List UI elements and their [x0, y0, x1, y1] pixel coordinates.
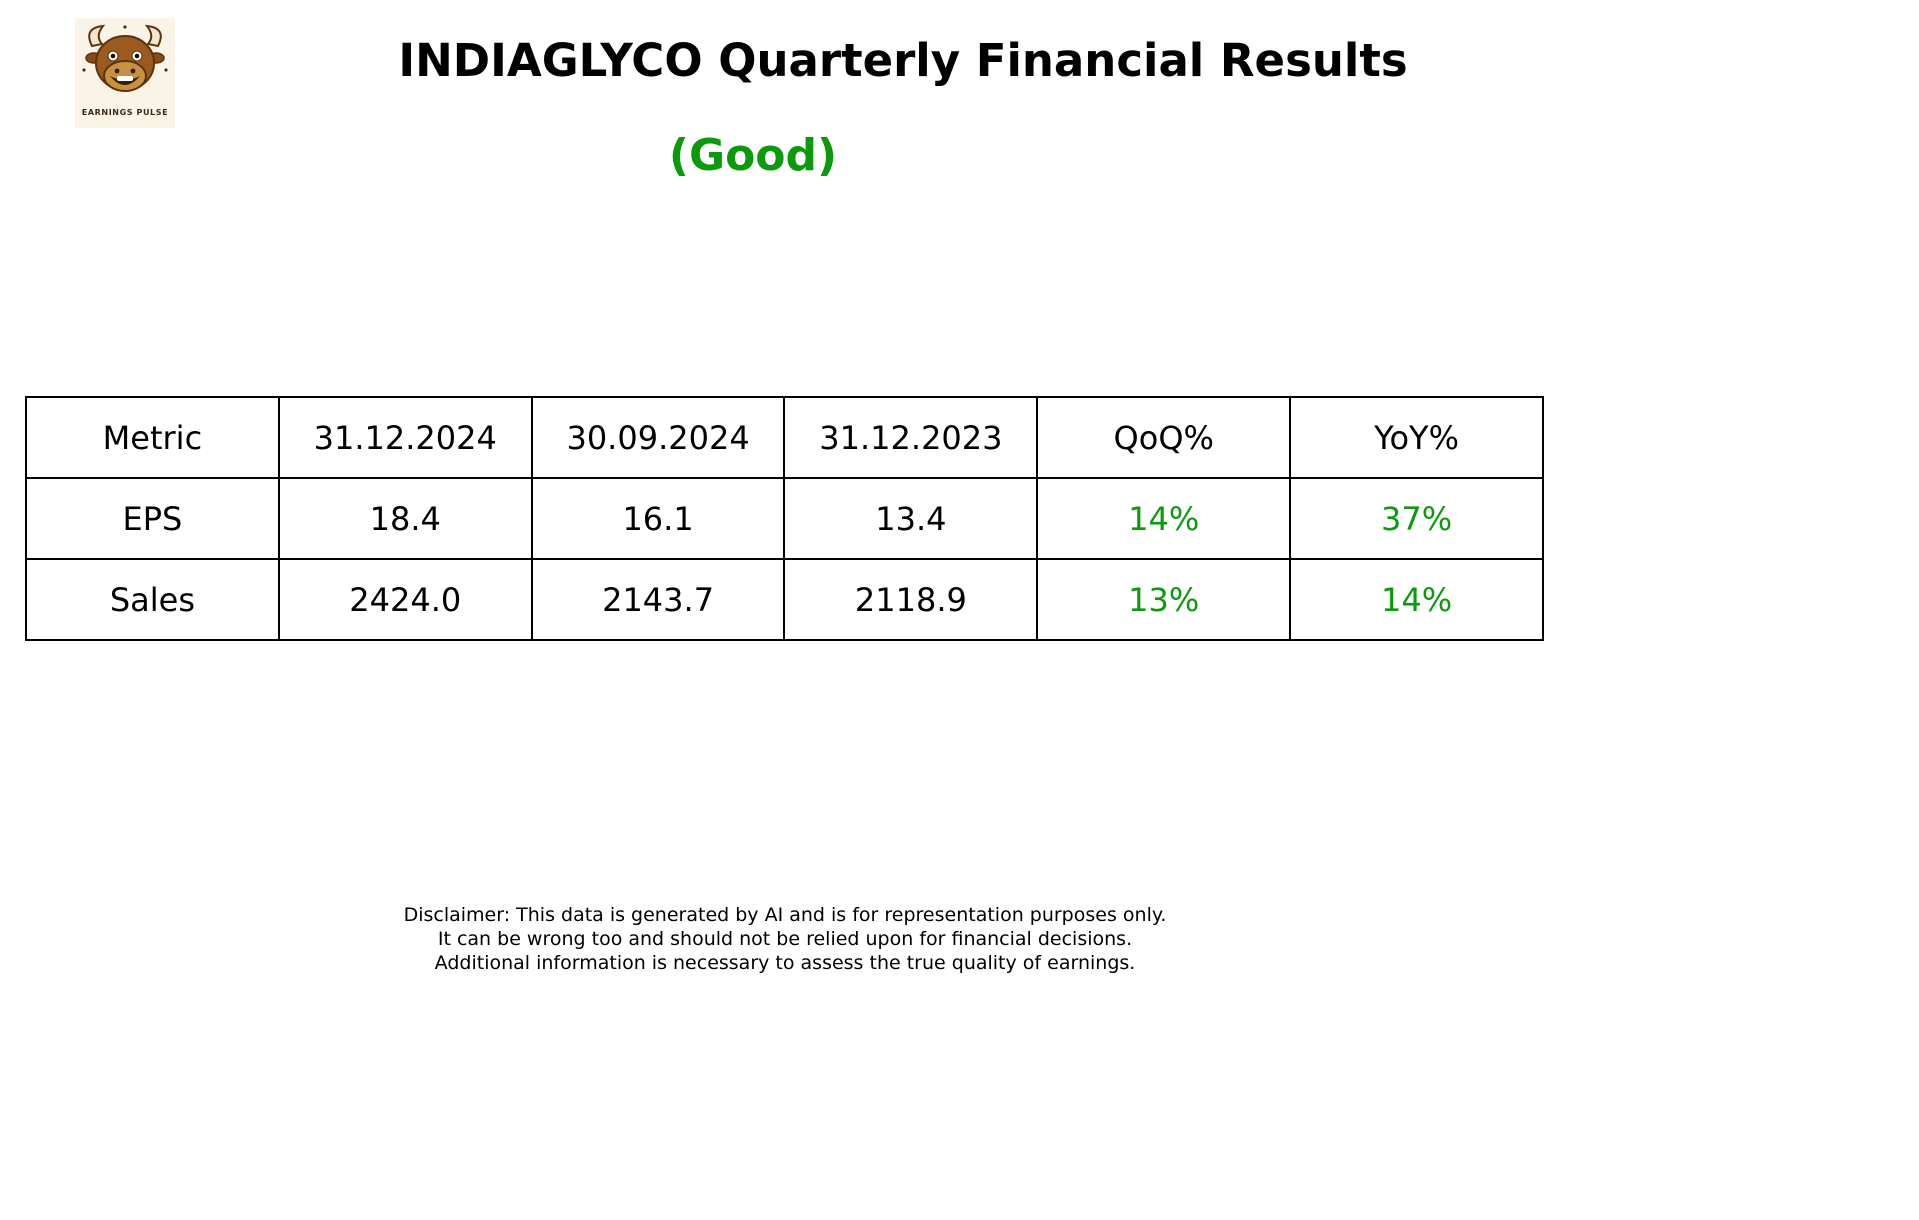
col-header-qoq-pct: QoQ% [1036, 396, 1292, 479]
verdict-label: (Good) [668, 130, 838, 181]
sales-yoy-value: 2118.9 [783, 558, 1039, 641]
sales-qoq-pct: 13% [1036, 558, 1292, 641]
logo-brand-text: EARNINGS PULSE [81, 108, 169, 117]
table-row-eps: EPS 18.4 16.1 13.4 14% 37% [25, 477, 1544, 560]
col-header-q-yoy: 31.12.2023 [783, 396, 1039, 479]
col-header-metric: Metric [25, 396, 280, 479]
eps-qoq-pct: 14% [1036, 477, 1292, 560]
col-header-q-latest: 31.12.2024 [277, 396, 533, 479]
sales-latest-value: 2424.0 [277, 558, 533, 641]
disclaimer-line-3: Additional information is necessary to a… [434, 952, 1136, 974]
metric-label: Sales [25, 558, 280, 641]
disclaimer-line-2: It can be wrong too and should not be re… [437, 928, 1133, 950]
col-header-yoy-pct: YoY% [1289, 396, 1544, 479]
page-title: INDIAGLYCO Quarterly Financial Results [398, 34, 1408, 87]
table-row-sales: Sales 2424.0 2143.7 2118.9 13% 14% [25, 558, 1544, 641]
sales-prev-value: 2143.7 [530, 558, 786, 641]
eps-latest-value: 18.4 [277, 477, 533, 560]
earnings-pulse-logo: EARNINGS PULSE [75, 18, 175, 128]
metric-label: EPS [25, 477, 280, 560]
table-header-row: Metric 31.12.2024 30.09.2024 31.12.2023 … [25, 396, 1544, 479]
results-table: Metric 31.12.2024 30.09.2024 31.12.2023 … [25, 396, 1544, 641]
eps-yoy-value: 13.4 [783, 477, 1039, 560]
bull-icon [75, 18, 175, 106]
col-header-q-prev: 30.09.2024 [530, 396, 786, 479]
sales-yoy-pct: 14% [1289, 558, 1544, 641]
disclaimer: Disclaimer: This data is generated by AI… [404, 903, 1167, 975]
eps-prev-value: 16.1 [530, 477, 786, 560]
eps-yoy-pct: 37% [1289, 477, 1544, 560]
disclaimer-line-1: Disclaimer: This data is generated by AI… [403, 904, 1167, 926]
